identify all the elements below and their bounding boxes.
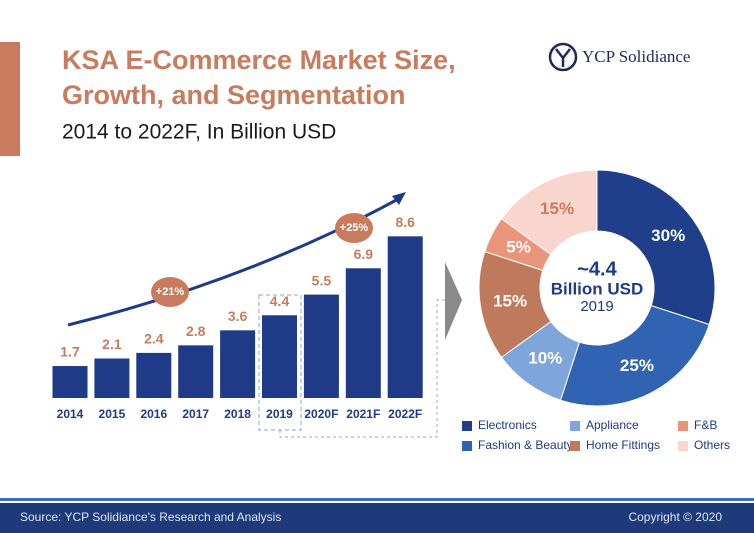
bar: [262, 315, 297, 398]
logo-icon: [548, 42, 578, 72]
legend-label: Home Fittings: [586, 438, 660, 452]
x-tick-label: 2019: [266, 407, 293, 421]
donut-segment: [596, 169, 716, 326]
segment-label: 10%: [528, 349, 562, 368]
growth-label: +21%: [156, 286, 185, 298]
subtitle: 2014 to 2022F, In Billion USD: [62, 121, 336, 144]
copyright: Copyright © 2020: [628, 510, 722, 524]
center-label: Billion USD: [551, 279, 644, 298]
growth-label: +25%: [340, 222, 369, 234]
segment-label: 15%: [540, 199, 574, 218]
legend-swatch: [462, 441, 472, 451]
legend-swatch: [462, 421, 472, 431]
logo: YCP Solidiance: [548, 42, 690, 72]
legend-label: Others: [694, 438, 730, 452]
title-line: KSA E-Commerce Market Size,: [62, 45, 456, 75]
x-tick-label: 2020F: [304, 407, 338, 421]
segment-label: 30%: [651, 226, 685, 245]
segment-label: 25%: [620, 356, 654, 375]
connector: [279, 299, 445, 438]
bar: [52, 366, 88, 398]
value-label: 8.6: [395, 214, 415, 230]
segment-label: 15%: [493, 291, 527, 310]
bar: [94, 358, 130, 398]
growth-badge: [335, 213, 373, 243]
center-label: ~4.4: [577, 258, 617, 280]
legend-swatch: [570, 441, 580, 451]
footer: [0, 503, 754, 533]
value-label: 2.1: [102, 336, 122, 352]
x-tick-label: 2018: [224, 407, 251, 421]
source: Source: YCP Solidiance's Research and An…: [20, 510, 281, 524]
footer-line: [0, 498, 754, 501]
value-label: 2.4: [144, 331, 164, 347]
x-tick-label: 2014: [57, 407, 84, 421]
value-label: 5.5: [312, 272, 332, 288]
legend-swatch: [678, 421, 688, 431]
donut-segment: [500, 169, 598, 256]
accent-bar: [0, 42, 20, 156]
value-label: 2.8: [186, 323, 206, 339]
bar: [136, 352, 172, 398]
logo-icon: [555, 48, 571, 67]
x-tick-label: 2017: [182, 407, 209, 421]
bar: [303, 294, 339, 398]
value-label: 4.4: [270, 293, 290, 309]
value-label: 6.9: [354, 246, 374, 262]
bar: [178, 345, 214, 398]
legend-label: Electronics: [478, 418, 537, 432]
center-label: 2019: [580, 298, 613, 315]
x-tick-label: 2015: [99, 407, 126, 421]
x-tick-label: 2016: [140, 407, 167, 421]
logo-text: YCP Solidiance: [582, 47, 690, 66]
bar: [387, 236, 423, 398]
legend-swatch: [570, 421, 580, 431]
donut-segment: [559, 304, 710, 407]
legend-swatch: [678, 441, 688, 451]
segment-label: 5%: [506, 238, 531, 257]
trend-arrow-head: [392, 192, 406, 205]
legend-label: Fashion & Beauty: [478, 438, 573, 452]
bar: [345, 268, 381, 398]
title-line: Growth, and Segmentation: [62, 80, 406, 110]
value-label: 1.7: [60, 344, 80, 360]
legend-label: Appliance: [586, 418, 639, 432]
value-label: 3.6: [228, 308, 248, 324]
pointer: [445, 262, 462, 340]
x-tick-label: 2022F: [388, 407, 422, 421]
bar: [220, 330, 256, 398]
x-tick-label: 2021F: [346, 407, 380, 421]
legend-label: F&B: [694, 418, 717, 432]
growth-badge: [151, 277, 189, 307]
